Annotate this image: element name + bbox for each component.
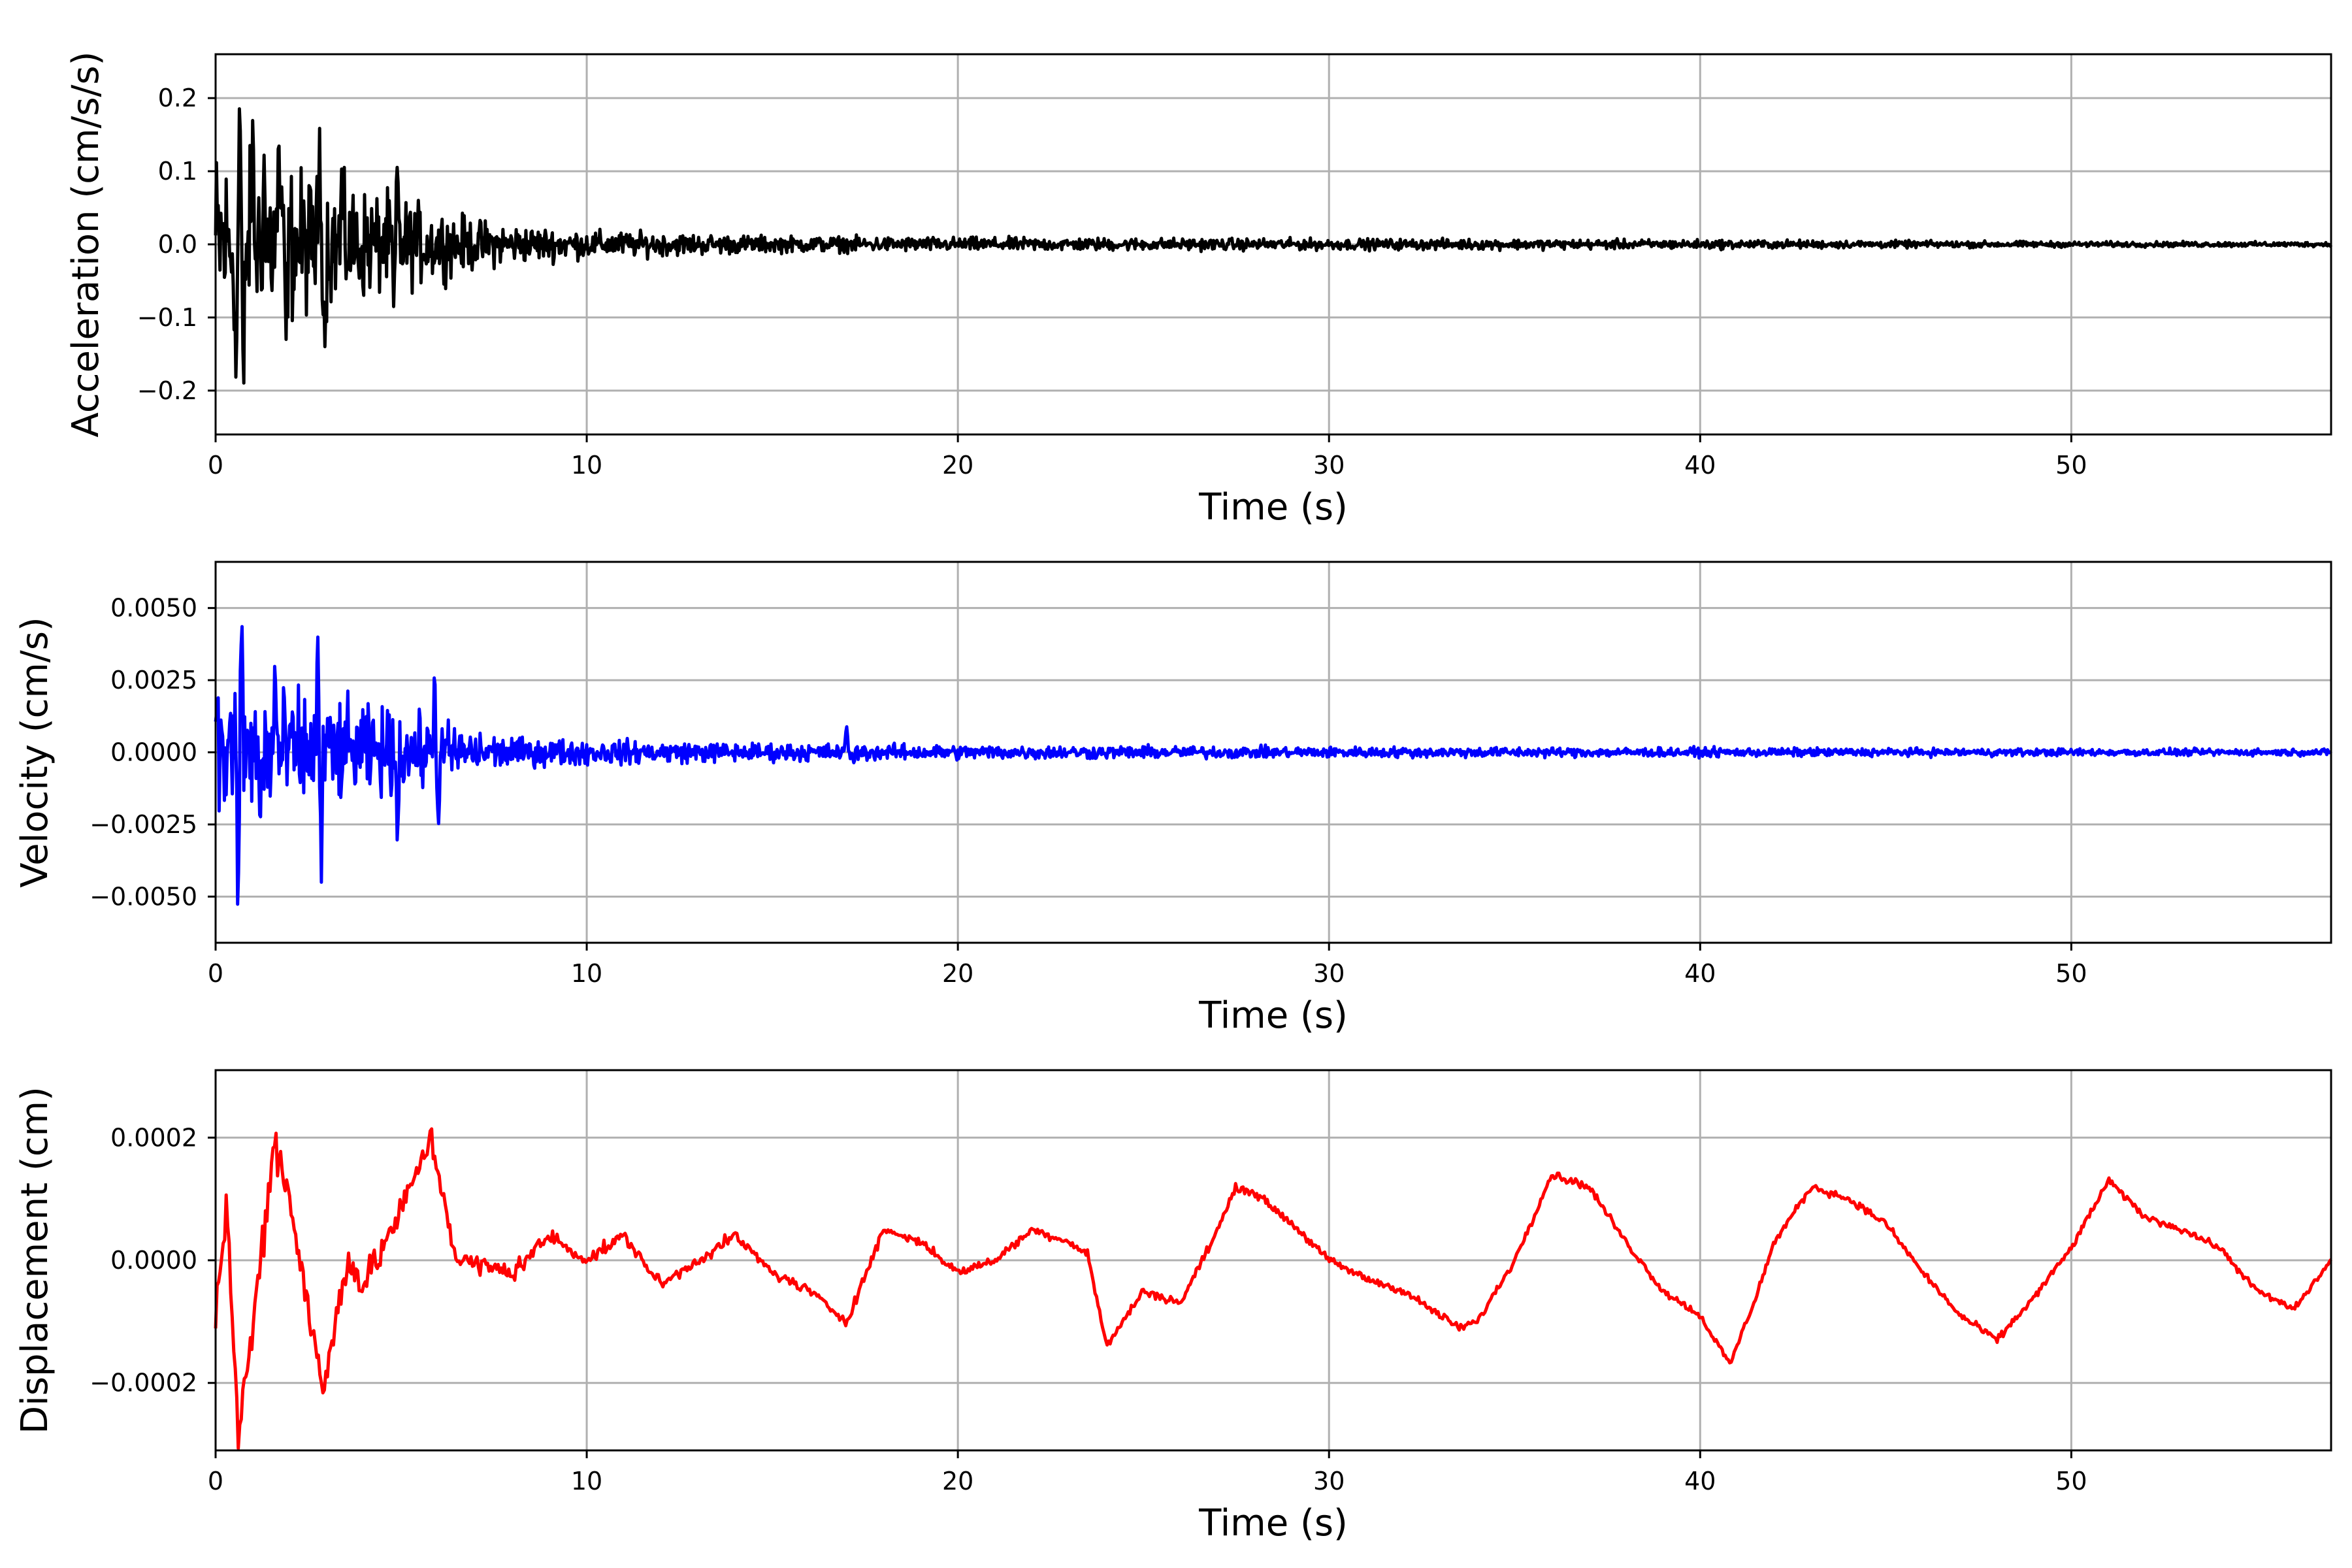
x-tick-label: 0 xyxy=(208,959,223,988)
acceleration-series-line xyxy=(214,107,2333,385)
displacement-series-line xyxy=(214,1127,2332,1450)
y-tick-label: 0.0002 xyxy=(110,1123,197,1152)
x-tick-label: 30 xyxy=(1313,1467,1345,1495)
x-tick-label: 0 xyxy=(208,451,223,480)
y-axis-label: Displacement (cm) xyxy=(14,1086,56,1434)
velocity-panel: 0 10 20 30 40 50 −0.0050 −0.0025 0.0000 0.0025 0.0… xyxy=(14,561,2332,1037)
x-axis-label: Time (s) xyxy=(1198,1502,1348,1544)
y-tick-label: 0.0 xyxy=(158,230,197,259)
x-tick-label: 10 xyxy=(571,959,602,988)
y-tick-label: −0.1 xyxy=(137,303,197,332)
x-tick-label: 50 xyxy=(2055,1467,2087,1495)
x-tick-label: 40 xyxy=(1684,451,1716,480)
y-tick-label: 0.1 xyxy=(158,157,197,186)
y-tick-label: −0.0050 xyxy=(90,882,197,911)
y-tick-label: 0.0025 xyxy=(110,666,197,694)
x-tick-label: 0 xyxy=(208,1467,223,1495)
x-tick-label: 20 xyxy=(942,451,973,480)
x-axis-label: Time (s) xyxy=(1198,994,1348,1037)
x-tick-label: 40 xyxy=(1684,959,1716,988)
y-axis-label: Velocity (cm/s) xyxy=(14,617,56,888)
x-axis-label: Time (s) xyxy=(1198,486,1348,529)
y-tick-label: 0.2 xyxy=(158,84,197,112)
x-tick-label: 50 xyxy=(2055,959,2087,988)
x-tick-label: 10 xyxy=(571,451,602,480)
x-tick-label: 30 xyxy=(1313,451,1345,480)
x-tick-label: 40 xyxy=(1684,1467,1716,1495)
velocity-series-line xyxy=(214,625,2332,906)
acceleration-panel: 0 10 20 30 40 50 −0.2 −0.1 0.0 0.1 0.2 Time (s) Acce… xyxy=(65,52,2333,529)
y-tick-label: −0.0002 xyxy=(90,1369,197,1397)
x-tick-label: 10 xyxy=(571,1467,602,1495)
y-tick-label: 0.0000 xyxy=(110,738,197,767)
x-tick-label: 50 xyxy=(2055,451,2087,480)
y-tick-label: −0.2 xyxy=(137,376,197,405)
y-tick-label: −0.0025 xyxy=(90,810,197,839)
x-tick-label: 20 xyxy=(942,959,973,988)
y-tick-label: 0.0050 xyxy=(110,594,197,623)
displacement-panel: 0 10 20 30 40 50 −0.0002 0.0000 0.0002 Time (s) Di… xyxy=(14,1069,2332,1544)
y-axis-label: Acceleration (cm/s/s) xyxy=(65,52,107,438)
y-tick-label: 0.0000 xyxy=(110,1246,197,1275)
x-tick-label: 30 xyxy=(1313,959,1345,988)
x-tick-label: 20 xyxy=(942,1467,973,1495)
